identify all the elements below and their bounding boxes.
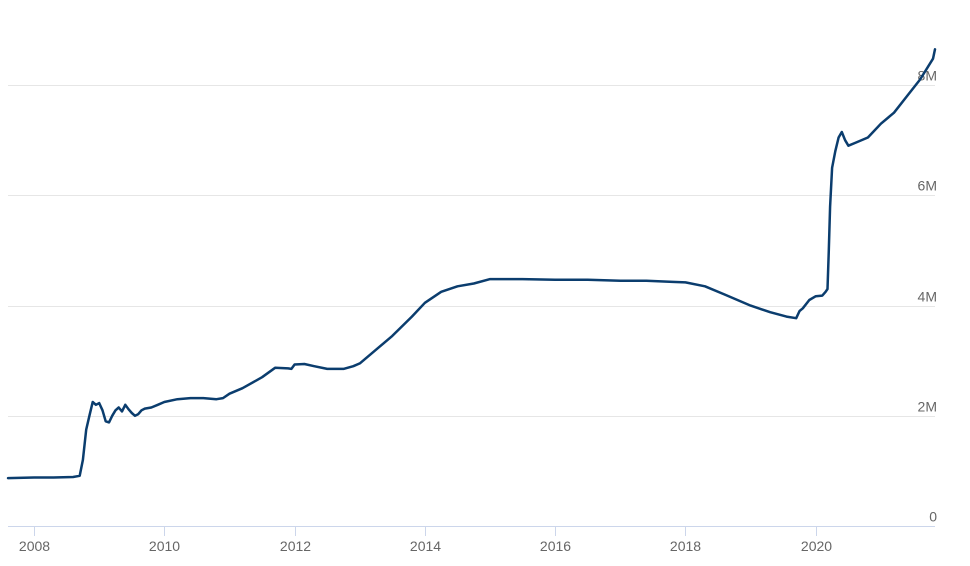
x-tick-label: 2012 xyxy=(280,538,311,554)
x-tick-label: 2020 xyxy=(801,538,832,554)
y-tick-label: 0 xyxy=(929,509,937,525)
x-tick-label: 2008 xyxy=(19,538,50,554)
y-axis-labels: 0 2M 4M 6M 8M xyxy=(918,68,938,525)
y-tick-label: 6M xyxy=(918,178,937,194)
x-tick-label: 2016 xyxy=(540,538,571,554)
x-axis-labels: 2008 2010 2012 2014 2016 2018 2020 xyxy=(19,538,832,554)
y-tick-label: 2M xyxy=(918,399,937,415)
grid-lines xyxy=(8,85,935,417)
x-axis-ticks xyxy=(34,526,817,536)
x-tick-label: 2018 xyxy=(670,538,701,554)
series-line xyxy=(6,48,937,480)
x-tick-label: 2014 xyxy=(410,538,441,554)
y-tick-label: 4M xyxy=(918,289,937,305)
y-tick-label: 8M xyxy=(918,68,937,84)
x-tick-label: 2010 xyxy=(149,538,180,554)
